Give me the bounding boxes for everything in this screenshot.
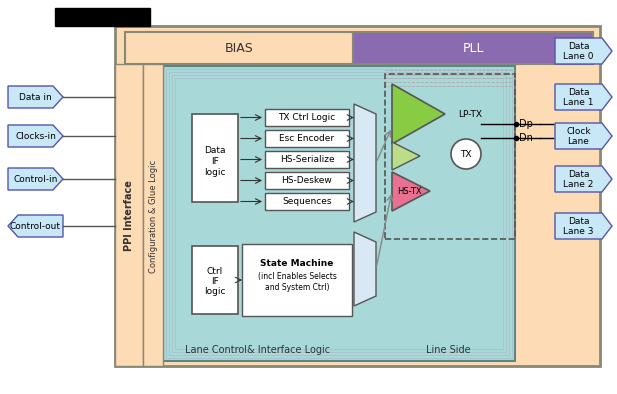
- Text: Control-in: Control-in: [14, 175, 57, 184]
- Text: Dp: Dp: [519, 119, 533, 129]
- FancyBboxPatch shape: [353, 32, 593, 64]
- Text: and System Ctrl): and System Ctrl): [265, 282, 329, 292]
- Text: Lane: Lane: [568, 136, 589, 145]
- Polygon shape: [8, 215, 63, 237]
- Polygon shape: [555, 166, 612, 192]
- Text: BIAS: BIAS: [225, 41, 254, 54]
- Text: Line Side: Line Side: [426, 345, 470, 355]
- Polygon shape: [8, 86, 63, 108]
- FancyBboxPatch shape: [265, 109, 349, 126]
- Text: Lane Control& Interface Logic: Lane Control& Interface Logic: [186, 345, 331, 355]
- Text: Data: Data: [204, 145, 226, 154]
- FancyBboxPatch shape: [55, 8, 150, 26]
- Text: HS-TX: HS-TX: [397, 186, 421, 195]
- Text: TX Ctrl Logic: TX Ctrl Logic: [278, 113, 336, 122]
- Text: HS-Deskew: HS-Deskew: [281, 176, 333, 185]
- FancyBboxPatch shape: [265, 151, 349, 168]
- Polygon shape: [354, 104, 376, 222]
- Polygon shape: [8, 125, 63, 147]
- Polygon shape: [555, 84, 612, 110]
- Polygon shape: [354, 232, 376, 306]
- Polygon shape: [392, 84, 445, 144]
- Text: Clock: Clock: [566, 126, 591, 136]
- Text: Lane 2: Lane 2: [563, 180, 594, 188]
- Text: Data: Data: [568, 87, 589, 97]
- FancyBboxPatch shape: [163, 66, 515, 361]
- Text: Lane 0: Lane 0: [563, 52, 594, 61]
- Text: Lane 1: Lane 1: [563, 97, 594, 106]
- Polygon shape: [392, 142, 420, 170]
- Circle shape: [451, 139, 481, 169]
- FancyBboxPatch shape: [265, 130, 349, 147]
- Text: Esc Encoder: Esc Encoder: [280, 134, 334, 143]
- Polygon shape: [555, 123, 612, 149]
- Text: Sequences: Sequences: [282, 197, 332, 206]
- FancyBboxPatch shape: [125, 32, 353, 64]
- FancyBboxPatch shape: [143, 64, 163, 366]
- Text: State Machine: State Machine: [260, 260, 334, 268]
- Text: Data: Data: [568, 216, 589, 225]
- FancyBboxPatch shape: [115, 64, 143, 366]
- Polygon shape: [555, 213, 612, 239]
- Text: logic: logic: [204, 167, 226, 177]
- Text: Dn: Dn: [519, 133, 533, 143]
- Text: Configuration & Glue Logic: Configuration & Glue Logic: [149, 160, 157, 273]
- FancyBboxPatch shape: [192, 246, 238, 314]
- Text: Clocks-in: Clocks-in: [15, 132, 56, 141]
- Text: Data in: Data in: [19, 93, 52, 102]
- Text: Data: Data: [568, 169, 589, 178]
- FancyBboxPatch shape: [192, 114, 238, 202]
- Text: Ctrl: Ctrl: [207, 268, 223, 277]
- FancyBboxPatch shape: [242, 244, 352, 316]
- Text: logic: logic: [204, 288, 226, 297]
- Text: TX: TX: [460, 149, 472, 158]
- FancyBboxPatch shape: [115, 26, 600, 366]
- Polygon shape: [8, 168, 63, 190]
- Text: (incl Enables Selects: (incl Enables Selects: [257, 271, 336, 281]
- Text: Control-out: Control-out: [10, 221, 61, 230]
- Text: LP-TX: LP-TX: [458, 110, 482, 119]
- Text: Lane 3: Lane 3: [563, 227, 594, 236]
- FancyBboxPatch shape: [265, 193, 349, 210]
- Text: HS-Serialize: HS-Serialize: [280, 155, 334, 164]
- FancyBboxPatch shape: [265, 172, 349, 189]
- Polygon shape: [555, 38, 612, 64]
- Text: PLL: PLL: [462, 41, 484, 54]
- Text: Data: Data: [568, 41, 589, 50]
- Text: IF: IF: [211, 156, 219, 165]
- Text: IF: IF: [211, 277, 219, 286]
- Text: PPI Interface: PPI Interface: [124, 180, 134, 251]
- Polygon shape: [392, 172, 430, 211]
